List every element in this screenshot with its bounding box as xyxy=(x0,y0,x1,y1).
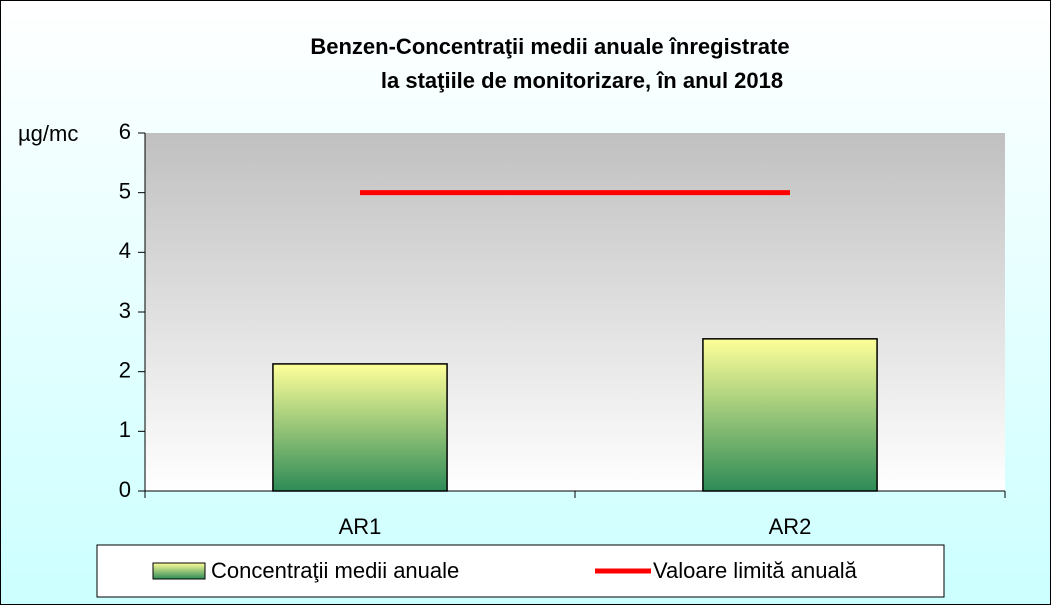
y-tick-label: 1 xyxy=(119,417,131,442)
y-tick-label: 0 xyxy=(119,477,131,502)
y-tick-label: 4 xyxy=(119,238,131,263)
y-axis-label: µg/mc xyxy=(18,121,78,146)
legend-label: Concentraţii medii anuale xyxy=(211,558,459,583)
bar xyxy=(702,338,878,492)
legend-swatch xyxy=(152,562,206,580)
y-tick-label: 5 xyxy=(119,178,131,203)
x-tick-label: AR1 xyxy=(339,514,382,539)
y-tick-label: 2 xyxy=(119,357,131,382)
chart-title: Benzen-Concentraţii medii anuale înregis… xyxy=(310,34,789,59)
chart-title: la staţiile de monitorizare, în anul 201… xyxy=(381,68,783,93)
legend xyxy=(96,544,945,598)
bar xyxy=(272,363,448,492)
x-tick-label: AR2 xyxy=(769,514,812,539)
y-tick-label: 3 xyxy=(119,298,131,323)
legend-label: Valoare limită anuală xyxy=(653,558,858,583)
y-tick-label: 6 xyxy=(119,119,131,144)
